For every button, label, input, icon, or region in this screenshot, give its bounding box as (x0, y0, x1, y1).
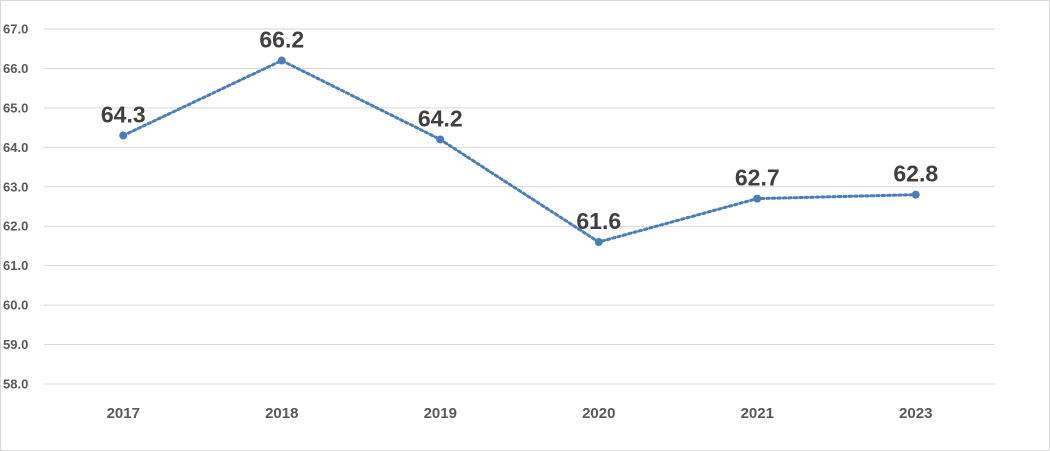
data-label: 61.6 (576, 208, 621, 234)
y-tick-label: 60.0 (3, 298, 28, 313)
data-point (436, 135, 445, 144)
data-label: 62.8 (893, 161, 938, 187)
y-tick-label: 66.0 (3, 61, 28, 76)
data-label: 62.7 (735, 165, 780, 191)
x-tick-label: 2018 (265, 405, 298, 422)
data-point (753, 194, 762, 203)
y-tick-label: 58.0 (3, 377, 28, 392)
y-tick-label: 62.0 (3, 219, 28, 234)
y-tick-label: 61.0 (3, 258, 28, 273)
y-tick-label: 67.0 (3, 22, 28, 37)
x-tick-label: 2020 (582, 405, 615, 422)
data-point (119, 131, 128, 140)
y-tick-label: 63.0 (3, 179, 28, 194)
x-tick-label: 2021 (741, 405, 774, 422)
x-tick-label: 2019 (424, 405, 457, 422)
y-tick-label: 64.0 (3, 140, 28, 155)
data-label: 64.3 (101, 102, 146, 128)
y-tick-label: 65.0 (3, 100, 28, 115)
data-point (594, 238, 603, 246)
data-label: 64.2 (418, 105, 463, 131)
x-tick-label: 2023 (899, 405, 932, 422)
series-line (121, 58, 918, 244)
data-point (911, 190, 920, 199)
y-tick-label: 59.0 (3, 337, 28, 352)
data-label: 66.2 (259, 27, 304, 53)
data-point (277, 56, 286, 65)
x-tick-label: 2017 (107, 405, 140, 422)
